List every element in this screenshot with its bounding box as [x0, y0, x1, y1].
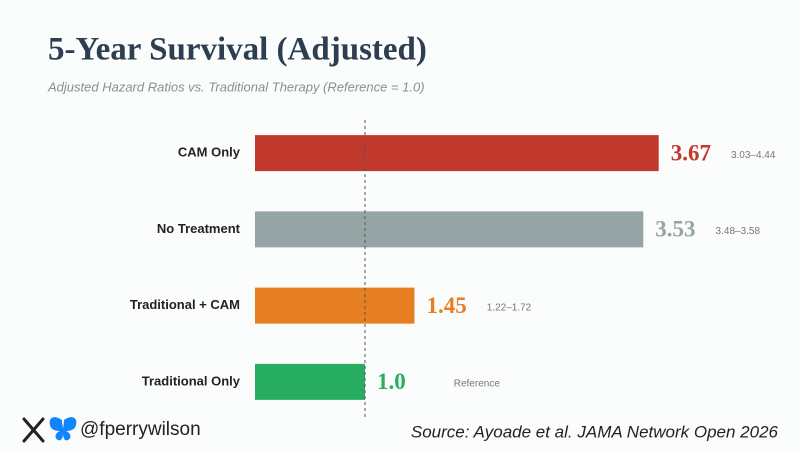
credit: @fperrywilson [80, 419, 201, 440]
bar [255, 363, 365, 400]
bar [255, 211, 644, 248]
y-tick-label: CAM Only [178, 145, 241, 160]
value-label: 1.45 [427, 293, 467, 318]
y-tick-label: Traditional + CAM [130, 297, 240, 312]
y-tick-label: No Treatment [157, 221, 241, 236]
chart-title: 5-Year Survival (Adjusted) [48, 32, 427, 68]
value-label: 3.53 [655, 217, 695, 242]
value-label: 3.67 [671, 140, 711, 165]
interval-label: 3.03–4.44 [731, 150, 776, 161]
interval-label: 3.48–3.58 [716, 226, 761, 237]
source: Source: Ayoade et al. JAMA Network Open … [411, 422, 779, 441]
interval-label: 1.22–1.72 [487, 302, 532, 313]
y-tick-label: Traditional Only [142, 373, 241, 388]
bar [255, 287, 415, 324]
bluesky-logo [49, 417, 77, 441]
chart-subtitle: Adjusted Hazard Ratios vs. Traditional T… [47, 79, 425, 94]
interval-label: Reference [454, 379, 501, 390]
value-label: 1.0 [377, 369, 406, 394]
x-logo [22, 417, 45, 443]
bar [255, 135, 659, 172]
